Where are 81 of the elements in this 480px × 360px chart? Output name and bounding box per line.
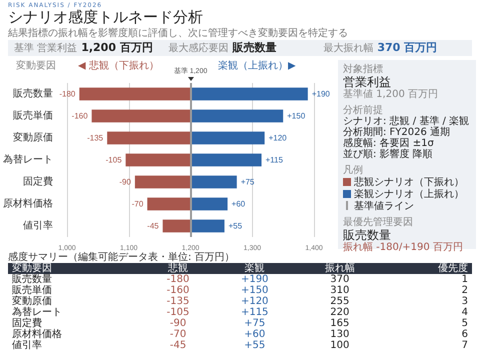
text: 255 (329, 296, 350, 307)
y-tick-label: 値引率 (23, 220, 53, 232)
data-label: +60 (232, 200, 246, 208)
data-label: +190 (312, 90, 330, 98)
text: -160 (166, 284, 190, 296)
text: 分析前提 (343, 105, 384, 116)
text: 分析期間: FY2026 通期 (343, 127, 452, 138)
text: 感度幅: 各要因 ±1σ (343, 138, 435, 149)
text: 370 (329, 274, 350, 285)
text: 販売数量 (343, 228, 392, 242)
text: 7 (460, 340, 469, 351)
text: 310 (329, 284, 350, 296)
text: +150 (240, 284, 268, 296)
data-label: -45 (147, 222, 160, 230)
text: +55 (244, 340, 266, 350)
data-label: -70 (132, 200, 144, 208)
text: 楽観 (214, 262, 296, 274)
text: +190 (240, 274, 268, 284)
text: +60 (244, 328, 266, 340)
text: 優先度 (384, 262, 472, 274)
data-label: +120 (268, 134, 288, 142)
y-tick-label: 販売数量 (13, 88, 53, 100)
text: 基準値 1,200 百万円 (343, 89, 439, 100)
text: -90 (170, 318, 186, 328)
text: 変動要因 (8, 262, 142, 274)
text: 最優先管理要因 (343, 217, 414, 228)
text: -105 (166, 306, 190, 318)
text: -70 (170, 328, 186, 340)
text: 変動要因 (16, 60, 56, 72)
data-label: -90 (119, 178, 132, 186)
text: -45 (170, 340, 186, 350)
text: 6 (460, 328, 469, 340)
text: 165 (329, 318, 350, 329)
data-label: +55 (228, 222, 243, 230)
data-label: -135 (87, 134, 104, 142)
text: 100 (329, 340, 350, 351)
data-label: -160 (72, 112, 88, 120)
text: +120 (240, 296, 268, 306)
text: 振れ幅 -180/+190 百万円 (343, 242, 464, 253)
chart-title: シナリオ感度トルネード分析 (8, 8, 203, 27)
legend-label: 楽観シナリオ（上振れ） (353, 189, 465, 200)
text: 営業利益 (343, 75, 392, 89)
text: 1,200 百万円 (81, 41, 153, 54)
text: 感度サマリー（編集可能データ表・単位: 百万円） (8, 252, 236, 263)
text: 振れ幅 (296, 262, 384, 274)
text: 370 百万円 (377, 41, 438, 54)
text: 並び順: 影響度 降順 (343, 149, 434, 160)
text: 220 (329, 306, 350, 318)
y-tick-label: 為替レート (3, 154, 53, 166)
text: +115 (240, 306, 268, 318)
text: 対象指標 (343, 64, 384, 75)
text: 最大感応要因 (168, 43, 229, 54)
text: +75 (244, 318, 266, 328)
chart-subtitle: 結果指標の振れ幅を影響度順に評価し、次に管理すべき変動要因を特定する (8, 26, 348, 40)
text: 基準値ライン (353, 201, 415, 212)
data-label: -180 (59, 90, 76, 98)
text: 最大振れ幅 (323, 43, 374, 54)
text: 1 (460, 274, 469, 285)
y-tick-label: 販売単価 (13, 110, 53, 122)
text: -180 (166, 274, 190, 284)
text: 楽観（上振れ）▶ (218, 60, 296, 72)
data-label: +75 (240, 178, 255, 186)
y-tick-label: 変動原価 (13, 132, 53, 144)
text: ◀ 悲観（下振れ） (78, 60, 159, 72)
legend-label: 悲観シナリオ（下振れ） (353, 177, 465, 188)
text: シナリオ: 悲観 / 基準 / 楽観 (343, 116, 470, 127)
text: 4 (460, 306, 469, 318)
text: 3 (460, 296, 469, 307)
data-label: +115 (266, 156, 284, 164)
text: 悲観 (142, 262, 214, 274)
text: 2 (460, 284, 469, 296)
data-label: -105 (106, 156, 122, 164)
text: 凡例 (343, 165, 364, 176)
y-tick-label: 原材料価格 (3, 198, 53, 210)
data-label: +150 (287, 112, 306, 120)
y-tick-label: 固定費 (23, 176, 53, 188)
text: 販売数量 (232, 41, 277, 54)
text: 基準 営業利益 (14, 43, 78, 54)
text: -135 (166, 296, 190, 306)
text: 130 (329, 328, 350, 340)
text: 5 (460, 318, 469, 329)
